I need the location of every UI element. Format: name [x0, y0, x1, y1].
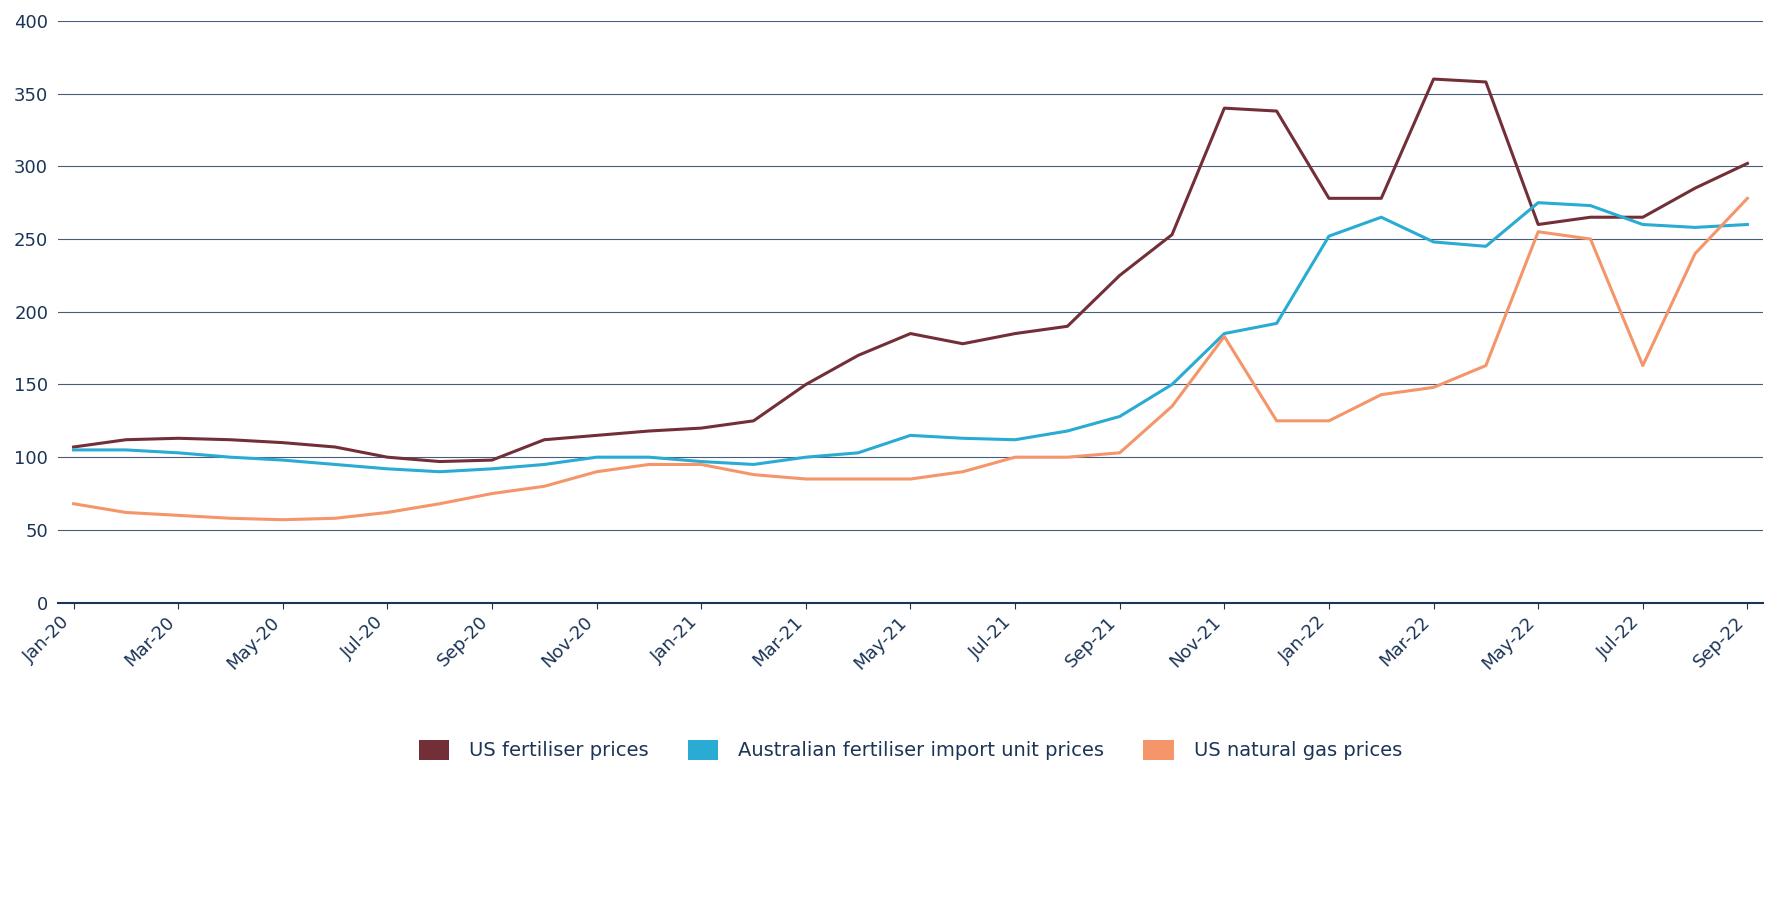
Legend: US fertiliser prices, Australian fertiliser import unit prices, US natural gas p: US fertiliser prices, Australian fertili…	[410, 731, 1409, 767]
